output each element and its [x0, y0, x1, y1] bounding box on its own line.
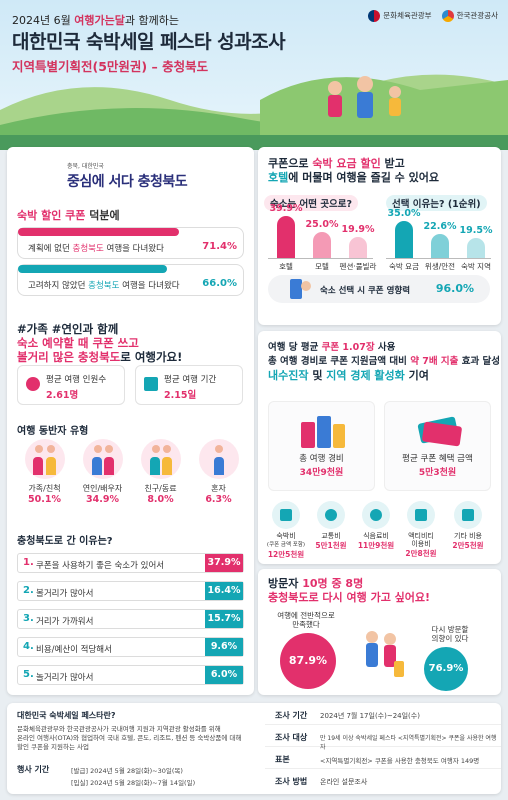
person-icon	[26, 377, 40, 391]
coupon-benefit-box: 평균 쿠폰 혜택 금액 5만3천원	[384, 401, 491, 491]
reason-question: 선택 이유는? (1순위)	[386, 195, 487, 211]
lodging-bar	[349, 237, 367, 258]
reasons-title: 충청북도로 간 이유는?	[17, 536, 113, 547]
companion-friends: 친구/동료 8.0%	[133, 439, 188, 505]
solo-icon	[198, 439, 239, 479]
spending-panel: 여행 당 평균 쿠폰 1.07장 사용 총 여행 경비로 쿠폰 지원금액 대비 …	[258, 331, 501, 564]
satisfaction-circle: 87.9%	[280, 633, 336, 689]
reason-pct: 19.5%	[459, 225, 493, 236]
companion-title: 여행 동반자 유형	[17, 426, 89, 437]
header-tagline: 2024년 6월 여행가는달과 함께하는	[12, 14, 179, 27]
reason-row: 5. 놀거리가 많아서 6.0%	[17, 665, 244, 685]
activity-cost: 액티비티 이용비 2만8천원	[401, 501, 441, 559]
reason-pct: 35.0%	[387, 208, 421, 219]
sponsor-logos: 문화체육관광부 한국관광공사	[368, 10, 498, 22]
lodging-title: 쿠폰으로 숙박 요금 할인 받고 호텔에 머물며 여행을 즐길 수 있어요	[268, 157, 439, 184]
footer-info: 대한민국 숙박세일 페스타란? 문화체육관광부와 한국관광공사가 국내여행 지원…	[7, 703, 501, 794]
chungbuk-logo: 충북, 대한민국 중심에 서다 충청북도	[67, 163, 188, 190]
festa-description: 대한민국 숙박세일 페스타란? 문화체육관광부와 한국관광공사가 국내여행 지원…	[17, 711, 242, 751]
reason-bar	[467, 238, 485, 258]
header-banner: 2024년 6월 여행가는달과 함께하는 대한민국 숙박세일 페스타 성과조사 …	[0, 0, 508, 150]
ticket-icon	[407, 501, 435, 529]
travelers-icon	[366, 631, 404, 677]
revisit-panel: 방문자 10명 중 8명 충청북도로 다시 여행 가고 싶어요! 여행에 전반적…	[258, 569, 501, 695]
unplanned-bar	[18, 228, 179, 236]
lodging-label: 호텔	[279, 262, 293, 271]
companion-couple: 연인/배우자 34.9%	[75, 439, 130, 505]
avg-period-box: 평균 여행 기간 2.15일	[135, 365, 243, 405]
lodging-cost: 숙박비 (쿠폰 금액 포함) 12만5천원	[266, 501, 306, 560]
lodging-pct: 19.9%	[341, 224, 375, 235]
hills-illustration	[0, 74, 508, 150]
hotel-icon	[272, 501, 300, 529]
lodging-pct: 25.0%	[305, 219, 339, 230]
hashtag-heading: #가족 #연인과 함께 숙소 예약할 때 쿠폰 쓰고 볼거리 많은 충청북도로 …	[17, 322, 183, 364]
reason-row: 1. 쿠폰을 사용하기 좋은 숙소가 있어서 37.9%	[17, 553, 244, 573]
survey-info: 조사 기간 2024년 7월 17일(수)~24일(수) 조사 대상 만 19세 이…	[265, 703, 501, 794]
couple-icon	[82, 439, 123, 479]
revisit-title: 방문자 10명 중 8명 충청북도로 다시 여행 가고 싶어요!	[268, 577, 431, 604]
page-title: 대한민국 숙박세일 페스타 성과조사	[12, 31, 286, 53]
sofa-icon	[454, 501, 482, 529]
calendar-icon	[144, 377, 158, 391]
transport-cost: 교통비 5만1천원	[311, 501, 351, 551]
other-cost: 기타 비용 2만5천원	[448, 501, 488, 551]
lodging-panel: 쿠폰으로 숙박 요금 할인 받고 호텔에 머물며 여행을 즐길 수 있어요 숙소…	[258, 147, 501, 325]
unplanned-trip-row: 계획에 없던 충청북도 여행을 다녀왔다 71.4%	[17, 227, 244, 259]
revisit-circle: 76.9%	[424, 647, 468, 691]
reason-label: 숙박 요금	[389, 262, 419, 271]
reason-label: 위생/안전	[424, 262, 456, 271]
reason-bar	[431, 234, 449, 258]
coupon-influence: 숙소 선택 시 쿠폰 영향력 96.0%	[268, 275, 490, 303]
kto-logo: 한국관광공사	[441, 10, 498, 22]
unconsidered-trip-row: 고려하지 않았던 충청북도 여행을 다녀왔다 66.0%	[17, 264, 244, 296]
dining-icon	[362, 501, 390, 529]
page-subtitle: 지역특별기획전(5만원권) – 충청북도	[12, 59, 209, 74]
reason-row: 4. 비용/예산이 적당해서 9.6%	[17, 637, 244, 657]
total-cost-box: 총 여행 경비 34만9천원	[268, 401, 375, 491]
mcst-logo: 문화체육관광부	[368, 10, 432, 22]
lodging-question: 숙소는 어떤 곳으로?	[264, 195, 359, 211]
car-icon	[317, 501, 345, 529]
lodging-label: 모텔	[315, 262, 329, 271]
reason-row: 2. 볼거리가 많아서 16.4%	[17, 581, 244, 601]
food-cost: 식음료비 11만9천원	[356, 501, 396, 551]
reason-label: 숙박 지역	[461, 262, 491, 271]
companion-solo: 혼자 6.3%	[191, 439, 246, 505]
lodging-bar	[313, 232, 331, 258]
avg-people-box: 평균 여행 인원수 2.61명	[17, 365, 125, 405]
lodging-pct: 39.9%	[269, 203, 303, 214]
unconsidered-bar	[18, 265, 167, 273]
event-period: 행사 기간 [발급] 2024년 5월 28일(화)~30일(목) [입실] 20…	[17, 765, 196, 787]
family-icon	[24, 439, 65, 479]
lodging-label: 펜션·풀빌라	[339, 262, 377, 271]
spending-summary: 여행 당 평균 쿠폰 1.07장 사용 총 여행 경비로 쿠폰 지원금액 대비 …	[268, 342, 500, 382]
lodging-bar	[277, 216, 295, 258]
coupon-icon	[417, 416, 462, 447]
left-panel: 충북, 대한민국 중심에 서다 충청북도 숙박 할인 쿠폰 덕분에 계획에 없던…	[7, 147, 254, 695]
reason-bar	[395, 221, 413, 258]
kto-icon	[441, 10, 454, 22]
reason-pct: 22.6%	[423, 221, 457, 232]
coupon-heading: 숙박 할인 쿠폰 덕분에	[17, 209, 120, 222]
companion-family: 가족/친척 50.1%	[17, 439, 72, 505]
unplanned-pct: 71.4%	[202, 241, 237, 252]
friends-icon	[140, 439, 181, 479]
unconsidered-pct: 66.0%	[202, 278, 237, 289]
reason-row: 3. 거리가 가까워서 15.7%	[17, 609, 244, 629]
phone-icon	[290, 279, 311, 299]
luggage-icon	[301, 416, 345, 448]
taegeuk-icon	[368, 10, 381, 22]
